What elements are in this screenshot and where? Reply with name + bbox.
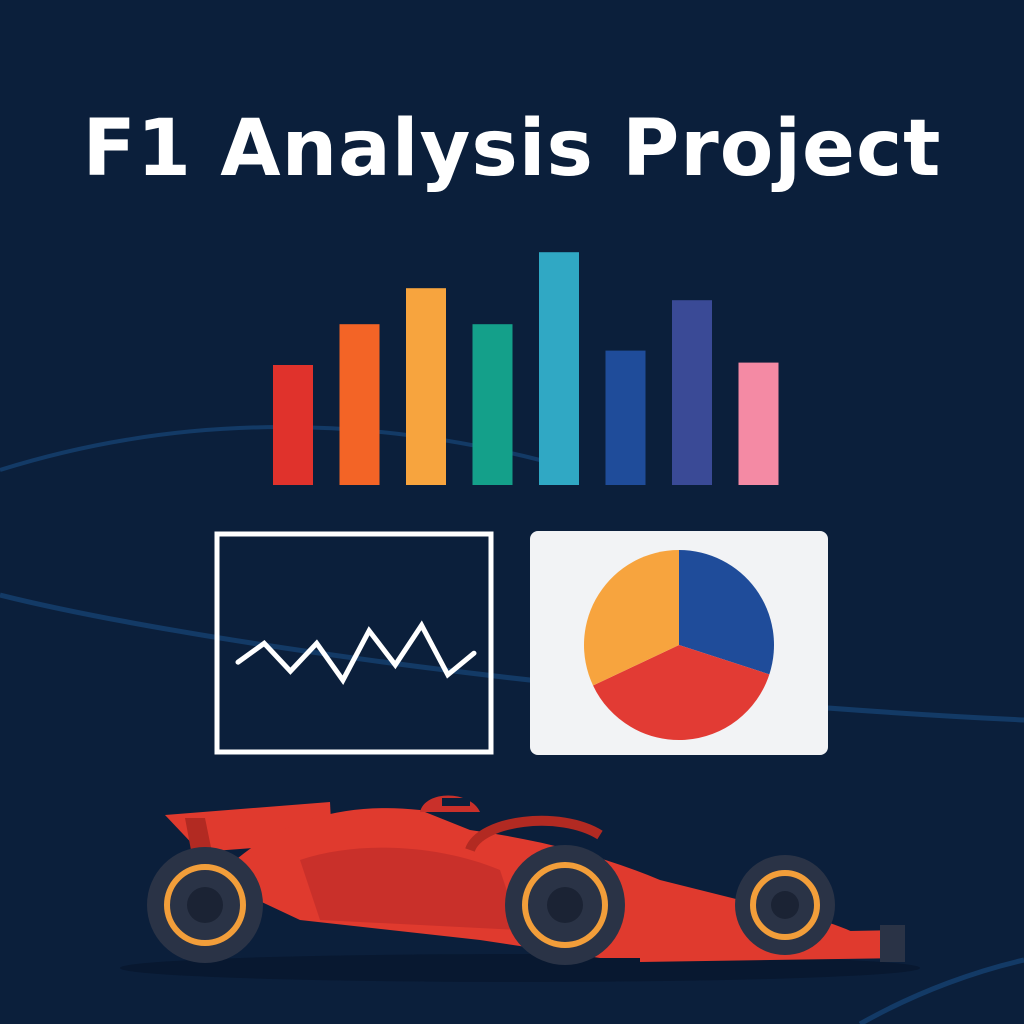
bar xyxy=(738,362,779,485)
track-curves xyxy=(0,425,1024,1024)
cockpit-halo xyxy=(465,815,603,853)
airbox-intake xyxy=(442,798,470,806)
track-curve-upper xyxy=(0,425,541,472)
pie-slice xyxy=(679,550,774,675)
bar xyxy=(339,324,380,485)
track-curve-middle xyxy=(0,592,1024,723)
line-chart-line xyxy=(235,620,477,685)
pie-chart-panel xyxy=(530,531,828,755)
track-curve-lower xyxy=(858,957,1024,1024)
bar xyxy=(605,350,646,485)
car-shadow xyxy=(120,954,920,982)
pie-chart-icon xyxy=(584,550,774,740)
bar xyxy=(273,365,313,485)
pie-slice xyxy=(584,550,679,686)
bar xyxy=(406,288,446,485)
bar xyxy=(672,300,712,485)
pie-slice xyxy=(593,645,770,740)
sidepod xyxy=(300,847,520,930)
front-wheel-right xyxy=(735,855,835,955)
line-chart-panel xyxy=(214,531,494,755)
bar xyxy=(472,324,513,485)
line-chart-frame xyxy=(214,531,494,755)
bar xyxy=(539,252,579,485)
rear-wheel xyxy=(147,847,263,963)
front-wing-endplate xyxy=(880,925,905,962)
bar-chart-icon xyxy=(273,252,779,485)
front-wheel-left xyxy=(505,845,625,965)
page-title: F1 Analysis Project xyxy=(82,104,942,194)
f1-car-illustration xyxy=(120,795,920,982)
